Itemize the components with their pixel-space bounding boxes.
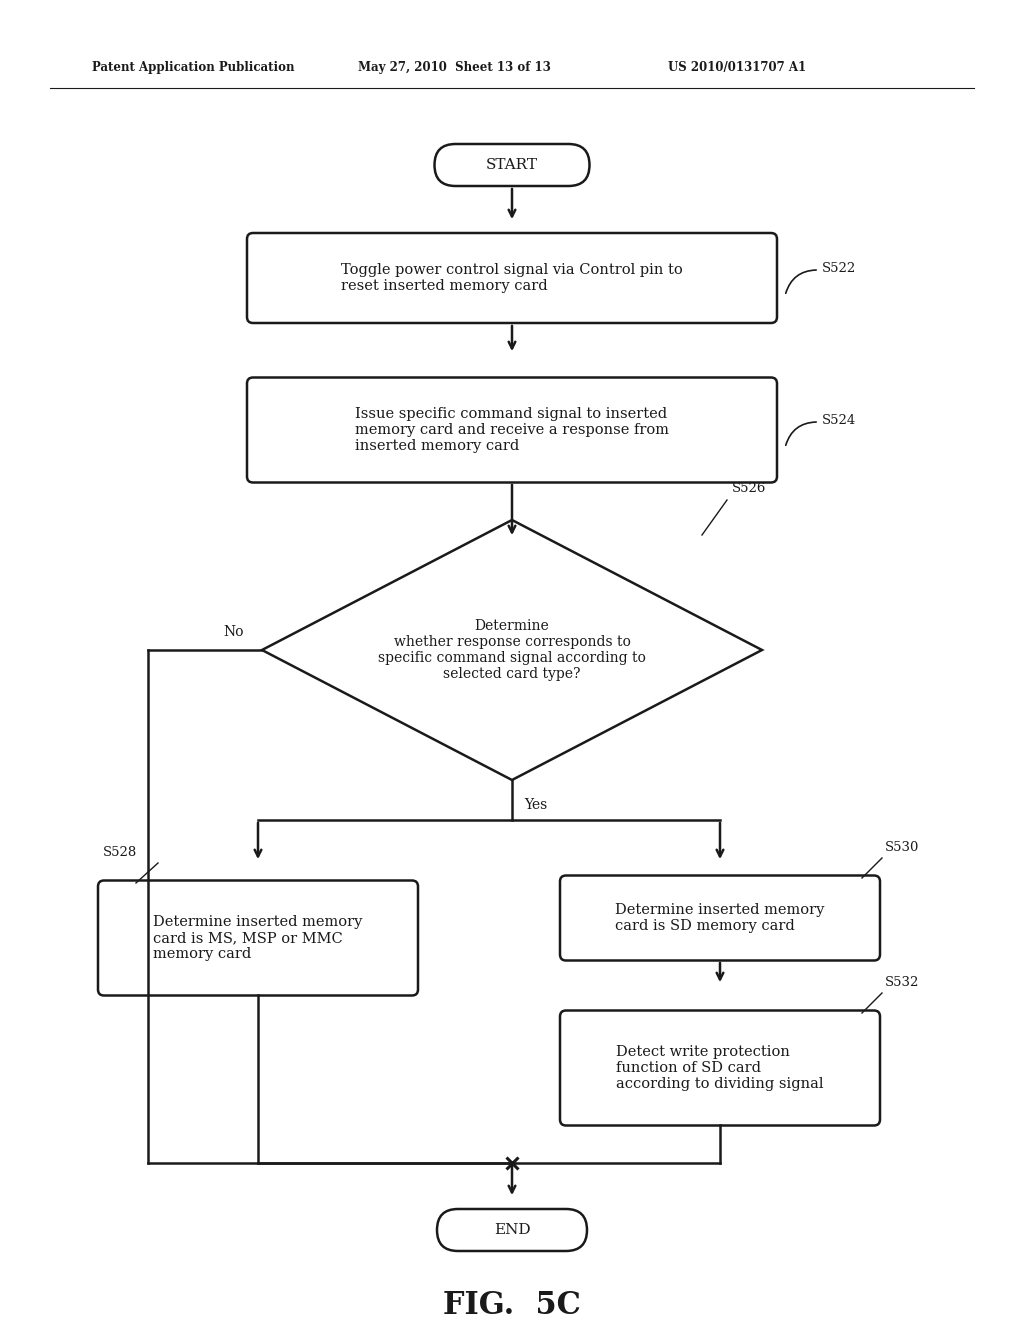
Text: Patent Application Publication: Patent Application Publication — [92, 62, 295, 74]
FancyBboxPatch shape — [247, 234, 777, 323]
Text: S522: S522 — [822, 261, 856, 275]
Text: START: START — [486, 158, 538, 172]
Text: Issue specific command signal to inserted
memory card and receive a response fro: Issue specific command signal to inserte… — [355, 407, 669, 453]
Polygon shape — [262, 520, 762, 780]
Text: END: END — [494, 1224, 530, 1237]
Text: S526: S526 — [732, 482, 766, 495]
Text: Determine
whether response corresponds to
specific command signal according to
s: Determine whether response corresponds t… — [378, 619, 646, 681]
Text: No: No — [223, 624, 244, 639]
Text: S532: S532 — [885, 975, 920, 989]
Text: US 2010/0131707 A1: US 2010/0131707 A1 — [668, 62, 806, 74]
Text: FIG.  5C: FIG. 5C — [443, 1290, 581, 1320]
Text: S530: S530 — [885, 841, 920, 854]
Text: Determine inserted memory
card is MS, MSP or MMC
memory card: Determine inserted memory card is MS, MS… — [154, 915, 362, 961]
Text: S528: S528 — [103, 846, 137, 859]
FancyBboxPatch shape — [437, 1209, 587, 1251]
Text: Determine inserted memory
card is SD memory card: Determine inserted memory card is SD mem… — [615, 903, 824, 933]
FancyBboxPatch shape — [247, 378, 777, 483]
Text: Yes: Yes — [524, 799, 547, 812]
FancyBboxPatch shape — [560, 875, 880, 961]
Text: May 27, 2010  Sheet 13 of 13: May 27, 2010 Sheet 13 of 13 — [358, 62, 551, 74]
Text: S524: S524 — [822, 413, 856, 426]
FancyBboxPatch shape — [560, 1011, 880, 1126]
Text: Toggle power control signal via Control pin to
reset inserted memory card: Toggle power control signal via Control … — [341, 263, 683, 293]
FancyBboxPatch shape — [98, 880, 418, 995]
FancyBboxPatch shape — [434, 144, 590, 186]
Text: Detect write protection
function of SD card
according to dividing signal: Detect write protection function of SD c… — [616, 1045, 823, 1092]
